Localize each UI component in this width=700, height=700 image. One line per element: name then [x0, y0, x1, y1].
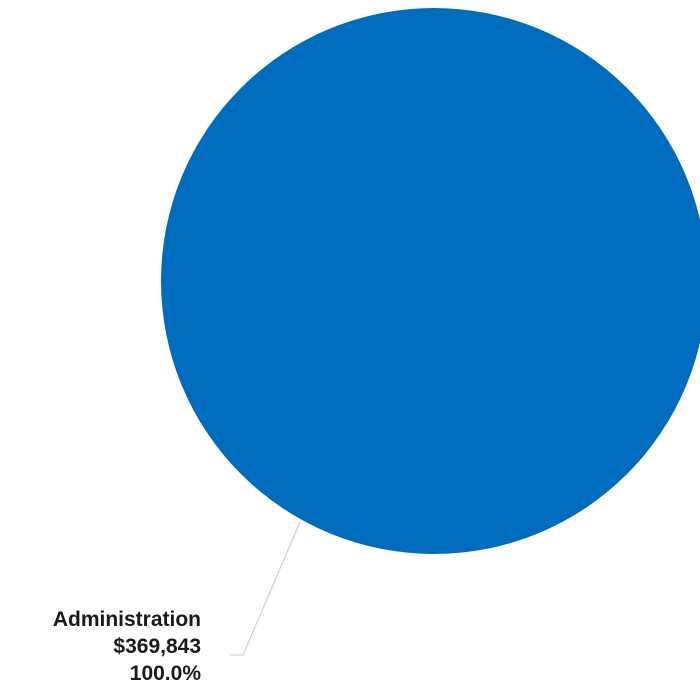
slice-value-label: $369,843 — [113, 635, 201, 658]
pie-slice-administration — [161, 8, 700, 554]
slice-percent-label: 100.0% — [129, 662, 201, 685]
slice-category-label: Administration — [52, 608, 201, 631]
slice-label-administration: Administration $369,843 100.0% — [53, 606, 201, 687]
pie-slices — [161, 8, 700, 554]
leader-line — [230, 521, 301, 656]
